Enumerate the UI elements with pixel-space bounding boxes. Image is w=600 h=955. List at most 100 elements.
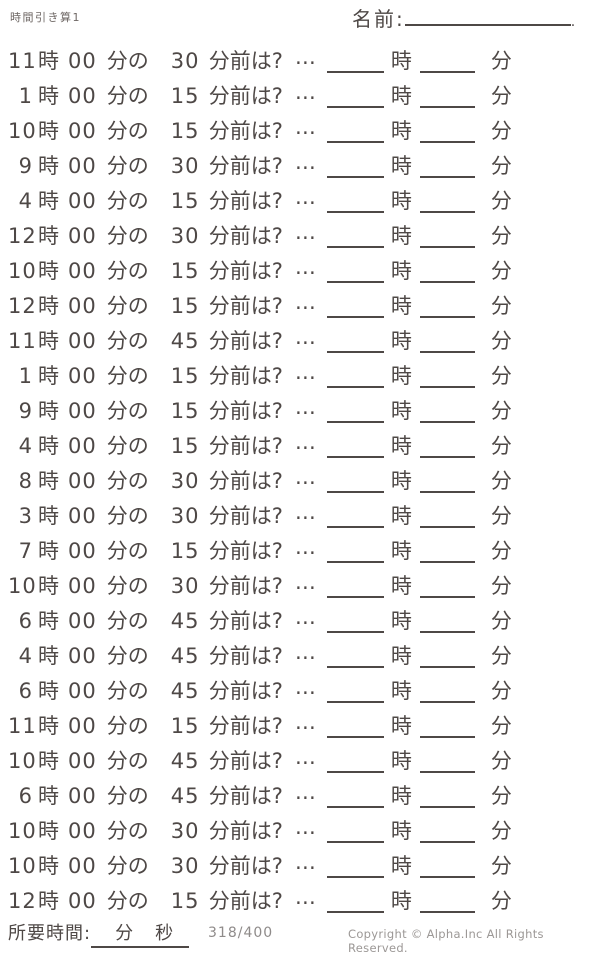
hour-unit-label: 時 [38,504,59,528]
ellipsis: … [294,710,317,734]
required-minutes-blank[interactable] [91,935,115,939]
answer-hour-blank[interactable] [326,131,384,143]
answer-minutes-blank[interactable] [419,796,475,808]
ellipsis: … [294,850,317,874]
answer-hour-blank[interactable] [326,376,384,388]
problem-row: 12 時 00 分の 30 分前は? … 時 分 [0,220,600,258]
answer-minutes-blank[interactable] [419,481,475,493]
answer-hour-unit-label: 時 [390,679,412,703]
problem-row: 1 時 00 分の 15 分前は? … 時 分 [0,360,600,398]
answer-minutes-blank[interactable] [419,271,475,283]
answer-minutes-blank[interactable] [419,726,475,738]
problem-hour-value: 1 [18,364,33,388]
zero-minutes-value: 00 [68,889,97,913]
answer-minutes-blank[interactable] [419,691,475,703]
answer-hour-blank[interactable] [326,621,384,633]
required-time-line-tail [173,935,189,939]
minutes-of-label: 分の [106,84,149,108]
answer-hour-blank[interactable] [326,691,384,703]
answer-minutes-blank[interactable] [419,236,475,248]
answer-minutes-unit-label: 分 [490,224,512,248]
answer-minutes-blank[interactable] [419,341,475,353]
answer-minutes-blank[interactable] [419,761,475,773]
answer-hour-blank[interactable] [326,306,384,318]
minutes-before-value: 30 [170,49,200,73]
problem-row: 6 時 00 分の 45 分前は? … 時 分 [0,780,600,818]
answer-minutes-blank[interactable] [419,656,475,668]
before-question-label: 分前は? [208,189,283,213]
answer-hour-blank[interactable] [326,586,384,598]
answer-minutes-blank[interactable] [419,96,475,108]
answer-minutes-blank[interactable] [419,551,475,563]
answer-hour-blank[interactable] [326,761,384,773]
answer-minutes-blank[interactable] [419,516,475,528]
required-seconds-blank[interactable] [133,935,155,939]
answer-hour-blank[interactable] [326,96,384,108]
answer-minutes-blank[interactable] [419,446,475,458]
before-question-label: 分前は? [208,609,283,633]
answer-hour-blank[interactable] [326,551,384,563]
answer-minutes-blank[interactable] [419,306,475,318]
answer-minutes-blank[interactable] [419,831,475,843]
problem-hour-value: 10 [8,574,37,598]
answer-hour-blank[interactable] [326,166,384,178]
hour-unit-label: 時 [38,224,59,248]
minutes-of-label: 分の [106,329,149,353]
answer-hour-blank[interactable] [326,481,384,493]
answer-minutes-blank[interactable] [419,411,475,423]
answer-minutes-unit-label: 分 [490,84,512,108]
answer-minutes-blank[interactable] [419,376,475,388]
answer-hour-blank[interactable] [326,201,384,213]
hour-unit-label: 時 [38,469,59,493]
answer-minutes-unit-label: 分 [490,434,512,458]
required-seconds-unit-label: 秒 [155,923,174,944]
zero-minutes-value: 00 [68,749,97,773]
answer-hour-blank[interactable] [326,411,384,423]
answer-hour-blank[interactable] [326,726,384,738]
answer-hour-blank[interactable] [326,656,384,668]
answer-hour-blank[interactable] [326,61,384,73]
before-question-label: 分前は? [208,469,283,493]
zero-minutes-value: 00 [68,714,97,738]
ellipsis: … [294,220,317,244]
answer-minutes-blank[interactable] [419,131,475,143]
before-question-label: 分前は? [208,889,283,913]
answer-hour-blank[interactable] [326,446,384,458]
answer-hour-blank[interactable] [326,901,384,913]
answer-minutes-blank[interactable] [419,201,475,213]
minutes-before-value: 45 [170,679,200,703]
answer-minutes-blank[interactable] [419,621,475,633]
answer-minutes-blank[interactable] [419,586,475,598]
zero-minutes-value: 00 [68,224,97,248]
problem-row: 4 時 00 分の 15 分前は? … 時 分 [0,185,600,223]
answer-hour-blank[interactable] [326,796,384,808]
answer-minutes-blank[interactable] [419,901,475,913]
hour-unit-label: 時 [38,259,59,283]
answer-minutes-blank[interactable] [419,866,475,878]
answer-hour-blank[interactable] [326,831,384,843]
problem-row: 10 時 00 分の 45 分前は? … 時 分 [0,745,600,783]
ellipsis: … [294,115,317,139]
answer-hour-unit-label: 時 [390,364,412,388]
hour-unit-label: 時 [38,749,59,773]
before-question-label: 分前は? [208,364,283,388]
hour-unit-label: 時 [38,189,59,213]
hour-unit-label: 時 [38,294,59,318]
answer-hour-unit-label: 時 [390,574,412,598]
copyright-text: Copyright © Alpha.Inc All Rights Reserve… [348,927,544,955]
before-question-label: 分前は? [208,854,283,878]
problem-row: 7 時 00 分の 15 分前は? … 時 分 [0,535,600,573]
answer-hour-blank[interactable] [326,866,384,878]
answer-hour-blank[interactable] [326,341,384,353]
answer-minutes-blank[interactable] [419,61,475,73]
problem-row: 12 時 00 分の 15 分前は? … 時 分 [0,290,600,328]
answer-minutes-blank[interactable] [419,166,475,178]
minutes-of-label: 分の [106,784,149,808]
before-question-label: 分前は? [208,784,283,808]
name-blank[interactable] [404,6,571,26]
answer-minutes-unit-label: 分 [490,49,512,73]
answer-hour-blank[interactable] [326,271,384,283]
answer-hour-blank[interactable] [326,236,384,248]
minutes-before-value: 15 [170,294,200,318]
answer-hour-blank[interactable] [326,516,384,528]
